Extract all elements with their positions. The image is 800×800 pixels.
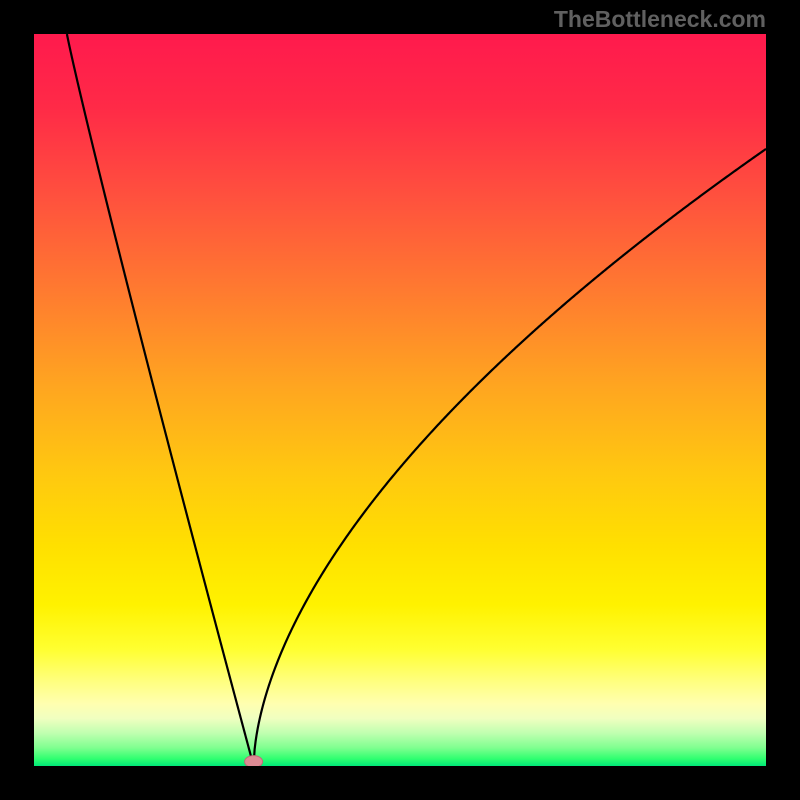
watermark-text: TheBottleneck.com — [554, 6, 766, 33]
black-frame — [0, 0, 800, 800]
chart-container: TheBottleneck.com — [0, 0, 800, 800]
